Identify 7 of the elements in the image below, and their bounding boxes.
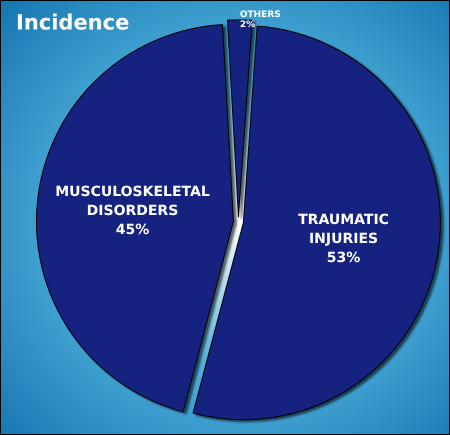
data-label: 45% xyxy=(116,222,150,238)
slice-label: TRAUMATIC INJURIES xyxy=(298,212,389,248)
slice-label: OTHERS xyxy=(240,10,281,20)
data-label: 53% xyxy=(326,250,360,266)
data-label: 2% xyxy=(240,20,256,30)
slice-label: MUSCULOSKELETAL DISORDERS xyxy=(55,184,210,220)
chart-title: Incidence xyxy=(16,10,130,34)
